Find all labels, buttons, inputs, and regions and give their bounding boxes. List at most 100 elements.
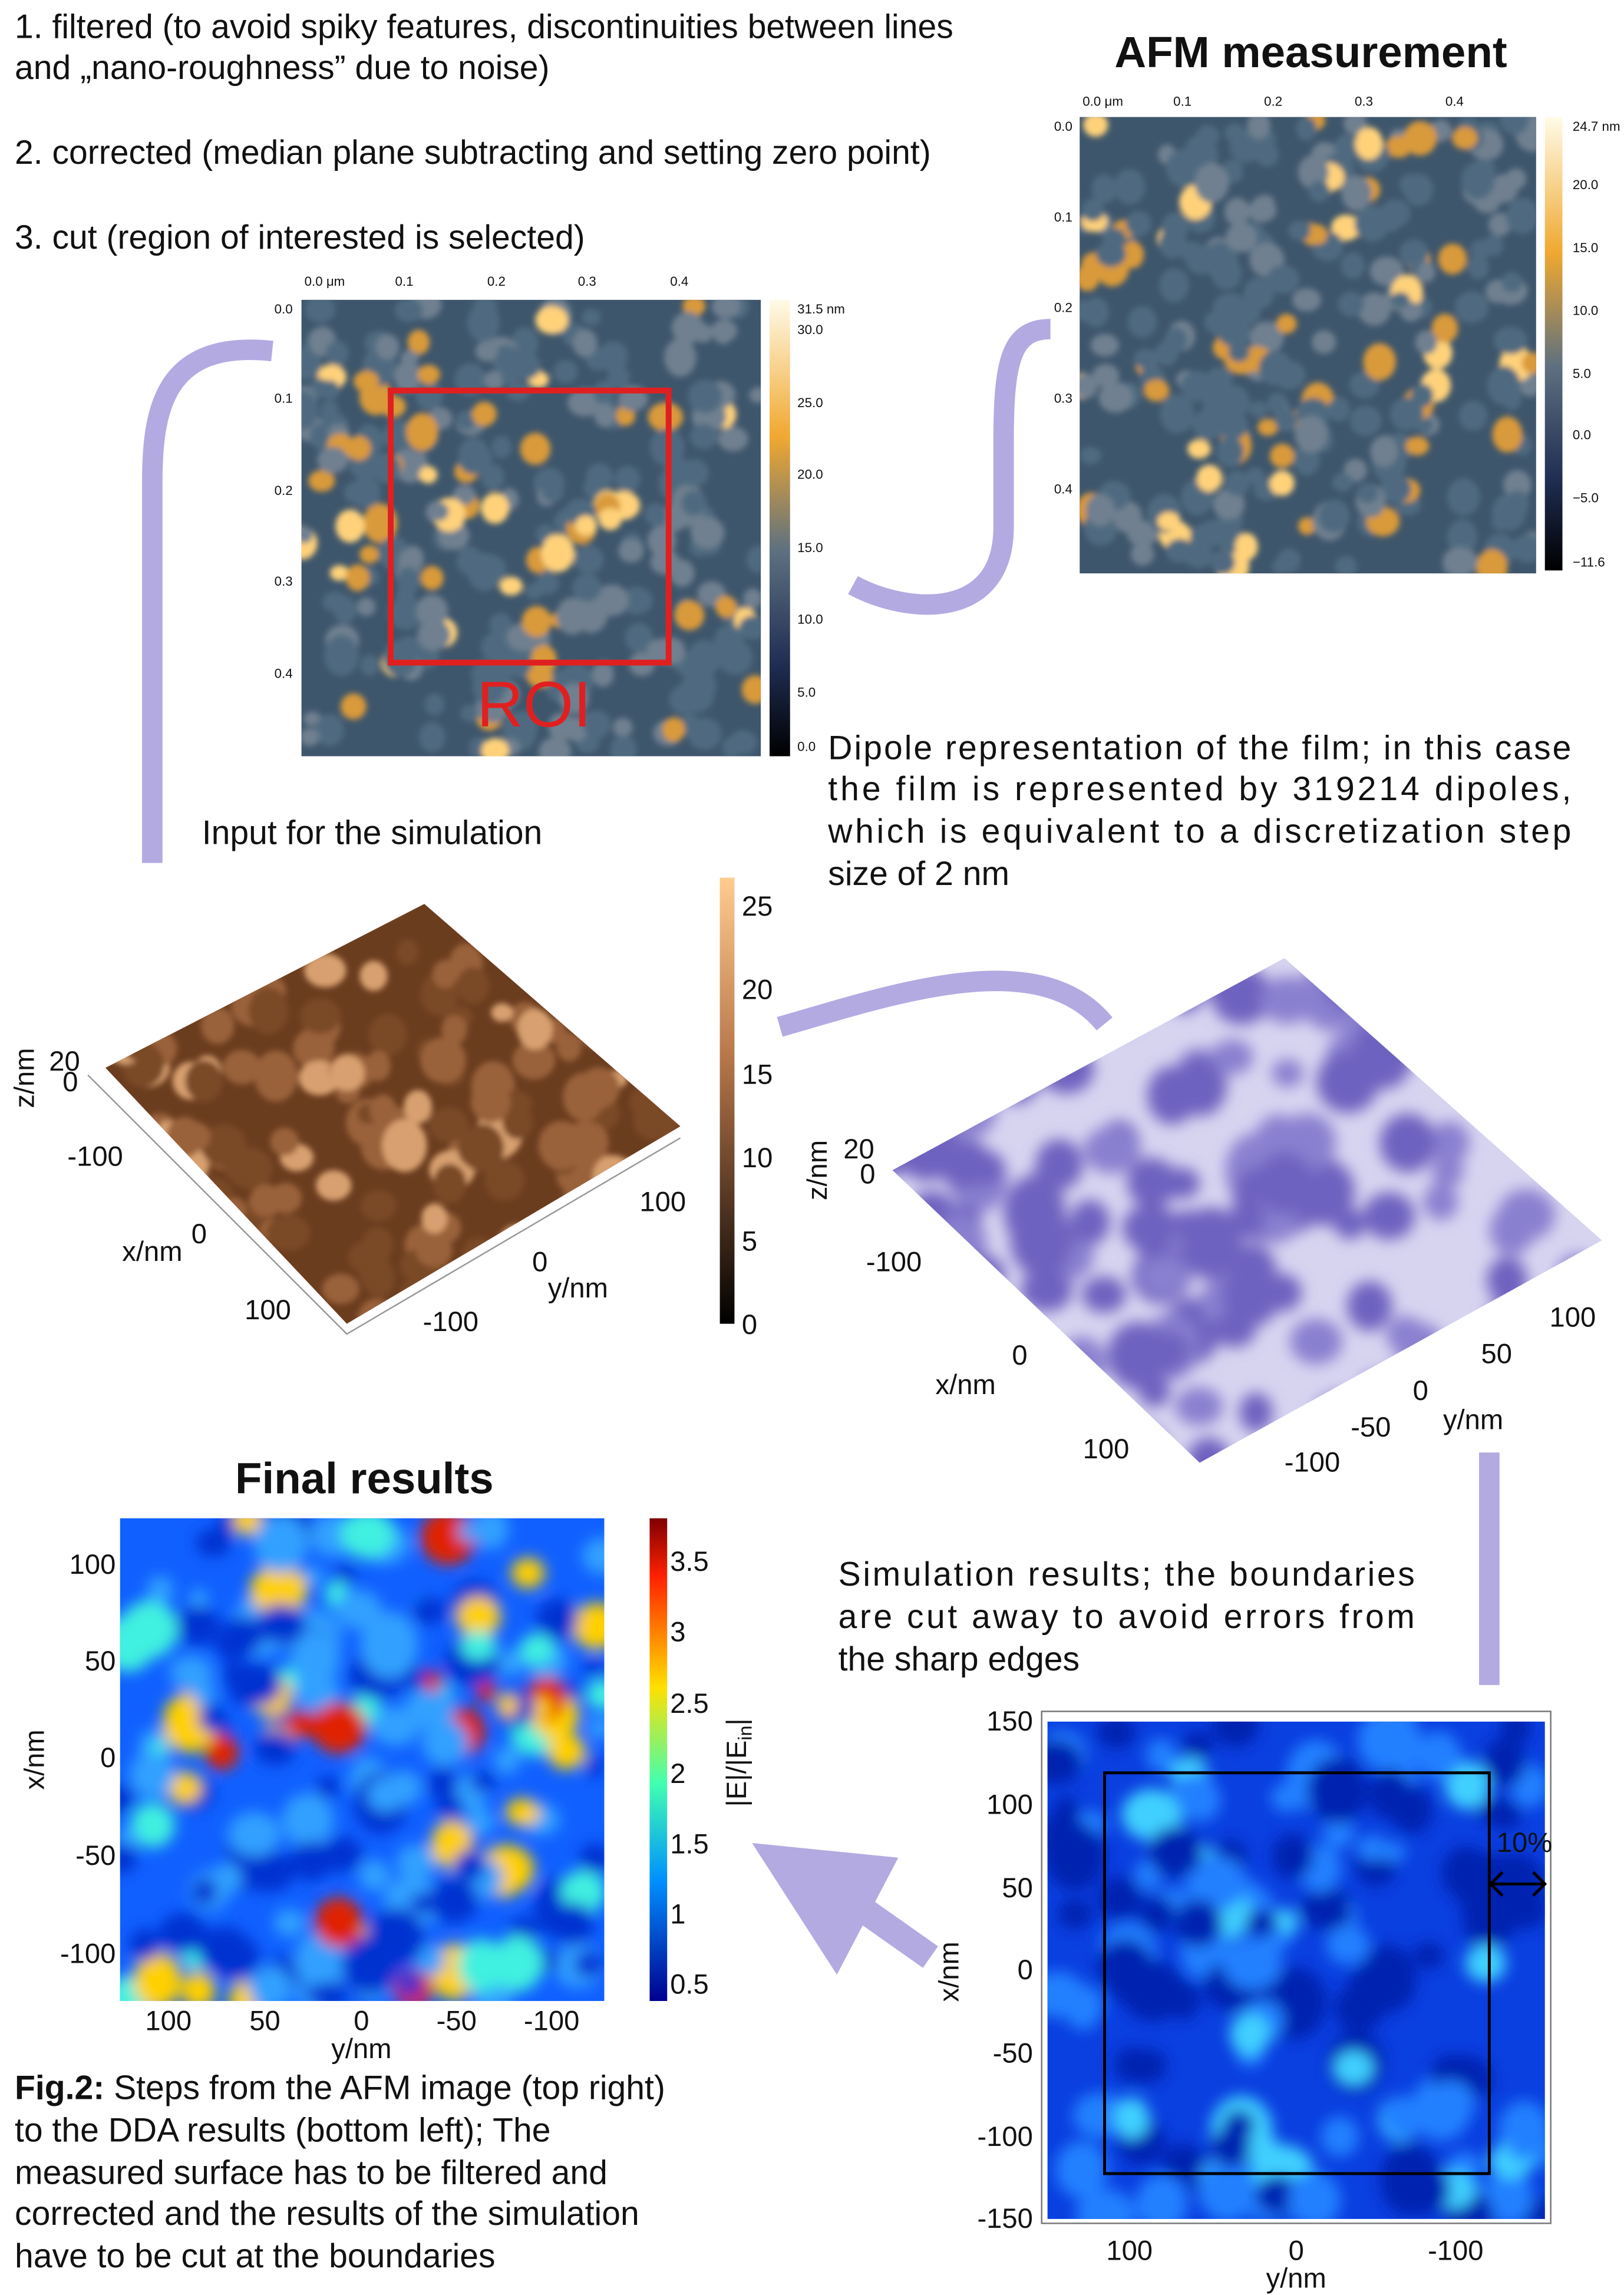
grain <box>747 546 770 573</box>
grain <box>1476 549 1508 586</box>
grain <box>659 1229 686 1257</box>
grain <box>564 1237 599 1270</box>
grain <box>586 464 613 491</box>
x-tick-label: 100 <box>1106 2234 1153 2266</box>
grain <box>130 1181 153 1210</box>
grain <box>511 1558 544 1589</box>
grain <box>553 975 587 1009</box>
grain <box>1120 950 1170 1004</box>
axis-label: y/nm <box>1266 2263 1326 2294</box>
grain <box>199 1703 224 1732</box>
grain <box>659 894 696 930</box>
grain <box>1361 1372 1391 1399</box>
grain <box>1096 241 1125 267</box>
grain <box>722 737 740 758</box>
y-tick-label: 100 <box>639 1186 686 1217</box>
grain <box>181 990 206 1014</box>
grain <box>159 1204 184 1228</box>
colorbar <box>649 1518 667 2001</box>
grain <box>453 1850 486 1880</box>
grain <box>148 1581 166 1603</box>
x-tick-label: -100 <box>1428 2234 1483 2266</box>
grain <box>341 694 367 719</box>
grain <box>468 1274 490 1300</box>
grain <box>1427 2081 1475 2128</box>
grain <box>645 503 668 526</box>
flow-arrow <box>780 981 1104 1027</box>
grain <box>505 1798 540 1827</box>
y-tick-label: -150 <box>977 2202 1032 2234</box>
label-sub: in <box>734 1726 755 1741</box>
colorbar <box>770 300 790 757</box>
grain <box>1270 1784 1306 1812</box>
grain <box>183 1122 210 1150</box>
grain <box>1157 512 1180 530</box>
grain <box>1194 163 1229 203</box>
grain <box>1244 278 1274 309</box>
x-tick-label: 0.0 μm <box>1082 94 1123 109</box>
grain <box>1370 436 1398 467</box>
grain <box>498 1693 518 1717</box>
grain <box>1272 1059 1303 1087</box>
grain <box>1579 943 1616 979</box>
grain <box>374 1307 405 1338</box>
grain <box>1218 319 1250 346</box>
grain <box>1512 535 1544 563</box>
grain <box>1390 398 1424 431</box>
grain <box>1270 470 1295 496</box>
grain <box>648 402 684 431</box>
grain <box>422 1719 468 1766</box>
grain <box>1036 1139 1083 1190</box>
grain <box>1164 328 1187 352</box>
grain <box>1235 533 1258 560</box>
grain <box>375 334 399 360</box>
grain <box>348 1241 389 1274</box>
x-tick-label: 0 <box>1012 1339 1027 1371</box>
y-tick-label: 0 <box>1018 1954 1033 1985</box>
y-tick-label: 50 <box>85 1645 115 1676</box>
grain <box>1424 1183 1458 1220</box>
grain <box>360 961 388 991</box>
grain <box>458 891 500 930</box>
grain <box>330 1055 365 1091</box>
grain <box>201 1008 234 1044</box>
grain <box>1163 963 1206 1013</box>
grain <box>305 296 335 323</box>
panel-title: AFM measurement <box>1114 28 1507 77</box>
grain <box>1399 174 1420 194</box>
grain <box>1534 982 1578 1032</box>
y-tick-label: 50 <box>1002 1872 1032 1903</box>
grain <box>396 939 418 965</box>
grain <box>535 573 559 594</box>
caption-line: corrected and the results of the simulat… <box>15 2195 639 2233</box>
grain <box>1288 2172 1341 2229</box>
y-tick-label: 0.1 <box>1054 210 1072 224</box>
grain <box>427 502 449 521</box>
caption-line: Simulation results; the boundaries <box>839 1556 1415 1593</box>
grain <box>1230 1198 1265 1238</box>
grain <box>564 1683 582 1699</box>
grain <box>136 998 171 1033</box>
grain <box>93 1167 133 1201</box>
grain <box>382 1119 427 1171</box>
grain <box>456 411 475 430</box>
grain <box>346 564 369 591</box>
grain <box>1341 252 1365 279</box>
grain <box>597 920 623 946</box>
grain <box>520 433 550 465</box>
grain <box>615 466 641 491</box>
colorbar-label: 15.0 <box>1573 240 1598 255</box>
grain <box>579 1009 600 1033</box>
grain <box>201 1273 225 1301</box>
grain <box>652 949 676 976</box>
grain <box>1217 436 1244 467</box>
grain <box>593 1155 633 1196</box>
grain <box>1276 314 1297 333</box>
grain <box>437 1795 463 1818</box>
grain <box>1347 1281 1392 1330</box>
grain <box>85 1303 130 1355</box>
grain <box>1226 223 1257 252</box>
grain <box>1064 1985 1103 2030</box>
y-tick-label: 50 <box>1481 1338 1512 1369</box>
grain <box>1272 1834 1313 1879</box>
